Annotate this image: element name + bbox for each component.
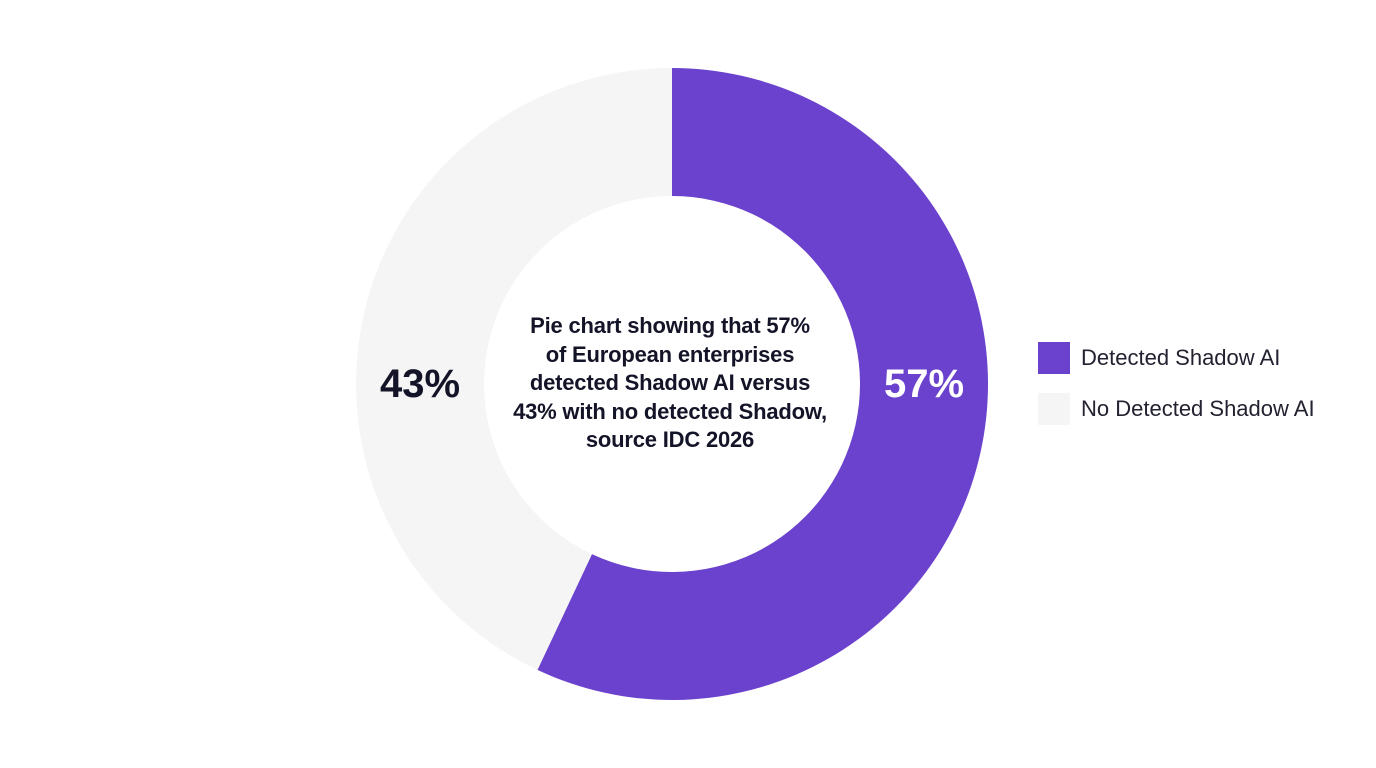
legend-swatch-detected xyxy=(1038,342,1070,374)
slice-label-detected-shadow-ai: 57% xyxy=(884,362,964,406)
center-caption-line: of European enterprises xyxy=(545,341,795,367)
donut-slice-no-detected-shadow-ai xyxy=(356,68,672,670)
slice-label-no-detected-shadow-ai: 43% xyxy=(380,362,460,406)
legend-item-no-detected-shadow-ai: No Detected Shadow AI xyxy=(1038,392,1315,426)
legend-label-no-detected: No Detected Shadow AI xyxy=(1081,396,1315,421)
center-caption-line: detected Shadow AI versus xyxy=(529,370,811,395)
legend-label-detected: Detected Shadow AI xyxy=(1081,345,1281,370)
center-caption-line: source IDC 2026 xyxy=(585,427,755,452)
donut-slice-detected-shadow-ai xyxy=(537,68,988,700)
center-caption: Pie chart showing that 57% of European e… xyxy=(486,312,854,455)
center-caption-line: 43% with no detected Shadow, xyxy=(513,398,827,424)
legend-swatch-no-detected xyxy=(1038,393,1070,425)
center-caption-line: Pie chart showing that 57% xyxy=(530,313,810,338)
legend: Detected Shadow AI No Detected Shadow AI xyxy=(1038,341,1315,443)
legend-item-detected-shadow-ai: Detected Shadow AI xyxy=(1038,341,1315,375)
